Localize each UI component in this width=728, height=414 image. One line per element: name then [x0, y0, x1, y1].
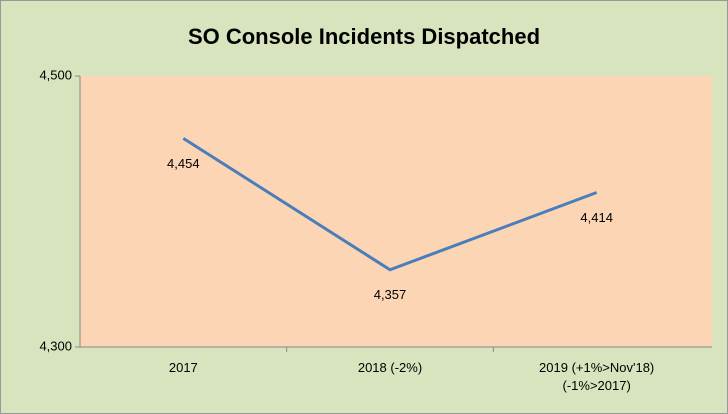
data-label: 4,357	[374, 287, 407, 302]
line	[182, 137, 598, 272]
x-tick-label: 2019 (+1%>Nov'18) (-1%>2017)	[539, 360, 655, 393]
x-tick-label: 2017	[168, 360, 198, 375]
plot-area	[80, 76, 712, 347]
x-tick-label: 2018 (-2%)	[357, 360, 423, 375]
y-tick-label: 4,500	[39, 67, 72, 82]
y-tick-label: 4,300	[39, 338, 72, 353]
data-label: 4,414	[580, 210, 613, 225]
chart-title: SO Console Incidents Dispatched	[188, 24, 540, 49]
data-label: 4,454	[167, 156, 200, 171]
